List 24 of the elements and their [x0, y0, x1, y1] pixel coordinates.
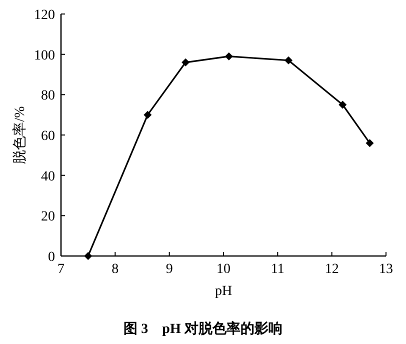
- x-tick-label: 13: [379, 262, 393, 277]
- x-tick-label: 12: [324, 262, 339, 277]
- point: [224, 52, 233, 60]
- y-tick-label: 20: [41, 210, 55, 225]
- x-tick-label: 10: [216, 262, 230, 277]
- x-tick-label: 8: [112, 262, 119, 277]
- x-tick-label: 7: [58, 262, 64, 277]
- point: [144, 110, 152, 119]
- x-axis-title: pH: [214, 284, 232, 299]
- y-tick-label: 100: [34, 48, 55, 64]
- y-tick-label: 40: [41, 169, 55, 184]
- y-tick-label: 0: [48, 250, 55, 265]
- x-tick-label: 9: [166, 262, 173, 277]
- x-tick-label: 11: [270, 262, 284, 277]
- y-axis-title: 脱色率/%: [12, 106, 28, 164]
- y-tick-label: 120: [34, 8, 55, 23]
- y-tick-label: 80: [41, 88, 55, 104]
- point: [182, 58, 190, 66]
- point: [84, 252, 92, 260]
- point: [366, 139, 374, 148]
- y-tick-label: 60: [41, 129, 55, 144]
- point: [284, 56, 292, 64]
- point: [338, 100, 347, 109]
- text: 图 3 pH 对脱色率的影响: [124, 320, 282, 337]
